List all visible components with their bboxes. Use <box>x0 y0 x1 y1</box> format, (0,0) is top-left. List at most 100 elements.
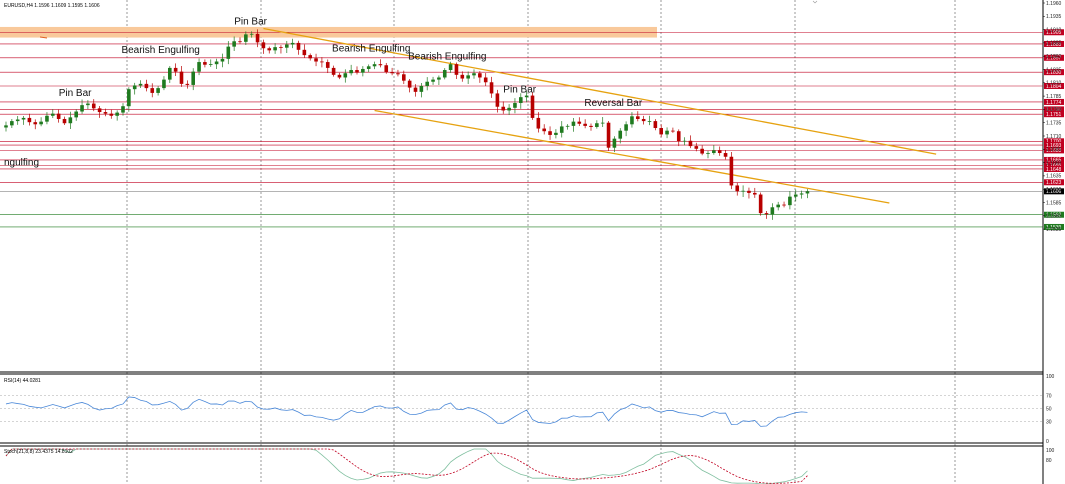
candle-body <box>712 150 716 154</box>
candle-body <box>249 33 254 35</box>
candle-body <box>472 73 476 76</box>
candle-body <box>127 89 131 107</box>
level-tag-label-17: 1.1539 <box>1046 225 1062 231</box>
level-tag-9 <box>1044 142 1064 149</box>
level-tag-16 <box>1044 211 1064 218</box>
level-tag-3 <box>1044 69 1064 76</box>
candle-body <box>109 113 114 116</box>
price-tick-label-8: 1.1760 <box>1046 107 1062 113</box>
level-tag-label-14: 1.1623 <box>1046 180 1062 186</box>
candle-body <box>343 73 348 78</box>
price-tick-label-15: 1.1585 <box>1046 200 1062 206</box>
candle-body <box>361 68 365 73</box>
level-tag-15 <box>1044 188 1064 195</box>
candle-body <box>331 67 336 75</box>
cursor-mark <box>812 0 818 4</box>
candle-body <box>501 106 506 111</box>
candle-body <box>571 121 576 126</box>
candle-body <box>261 42 266 49</box>
candle-body <box>671 130 675 132</box>
candle-body <box>168 67 172 80</box>
candle-body <box>325 62 330 68</box>
candle-body <box>238 41 242 43</box>
level-tag-label-6: 1.1760 <box>1046 107 1062 113</box>
candle-body <box>682 140 687 142</box>
candle-body <box>214 61 219 65</box>
rsi-tick-4: 0 <box>1046 439 1049 445</box>
candle-body <box>384 65 389 73</box>
price-tick-label-14: 1.1610 <box>1046 187 1062 193</box>
candle-body <box>536 117 541 129</box>
level-tag-5 <box>1044 98 1064 105</box>
candle-body <box>770 207 775 215</box>
level-tag-label-3: 1.1830 <box>1046 70 1062 76</box>
candle-body <box>191 71 195 85</box>
channel-line-upper <box>263 27 937 155</box>
pattern-labels: Pin Bar Bearish Engulfing Pin Bar Bearish E… <box>4 16 643 168</box>
level-tag-label-5: 1.1774 <box>1046 100 1062 106</box>
pattern-label-2: Pin Bar <box>234 16 267 27</box>
rsi-tick-1: 70 <box>1046 394 1052 400</box>
candle-body <box>74 111 78 118</box>
level-tag-0 <box>1044 29 1064 36</box>
candle-body <box>595 123 599 127</box>
candle-body <box>314 58 318 62</box>
candle-body <box>554 132 558 135</box>
stoch-signal-line <box>5 448 808 484</box>
candle-body <box>799 193 804 195</box>
candle-body <box>489 82 494 94</box>
candle-body <box>413 87 418 92</box>
candle-body <box>232 41 236 47</box>
candle-body <box>244 34 248 42</box>
stoch-label: Stoch(21,8,8) 23.4375 14.8102 <box>4 449 73 455</box>
candle-body <box>700 148 704 154</box>
candle-body <box>68 117 73 124</box>
candle-body <box>741 190 745 192</box>
level-tag-17 <box>1044 223 1064 230</box>
price-tick-label-7: 1.1785 <box>1046 94 1062 100</box>
candle-body <box>606 122 611 148</box>
candle-body <box>542 128 546 132</box>
level-tag-label-15: 1.1606 <box>1046 189 1062 195</box>
level-tag-14 <box>1044 179 1064 186</box>
candle-body <box>138 83 143 86</box>
candle-body <box>402 74 406 81</box>
chart-header: EURUSD,H4 1.1596 1.1609 1.1595 1.1606 <box>4 3 100 9</box>
candle-body <box>653 121 658 129</box>
rsi-panel: 100 70 50 30 0 <box>0 374 1055 445</box>
candle-body <box>267 48 272 51</box>
candle-body <box>208 64 213 65</box>
candle-body <box>203 62 207 65</box>
pattern-label-1: Bearish Engulfing <box>121 45 199 56</box>
level-tag-11 <box>1044 156 1064 163</box>
candle-body <box>454 64 459 75</box>
candle-body <box>764 213 769 215</box>
candle-body <box>103 112 108 114</box>
pattern-label-4: Bearish Engulfing <box>408 51 486 62</box>
level-tag-8 <box>1044 138 1064 145</box>
candle-body <box>723 153 728 157</box>
level-tag-4 <box>1044 82 1064 89</box>
level-tag-label-2: 1.1857 <box>1046 56 1062 62</box>
candle-body <box>378 64 383 66</box>
price-channel <box>263 27 937 204</box>
candle-body <box>179 71 184 84</box>
candle-body <box>45 115 49 122</box>
rsi-line <box>5 396 808 427</box>
candle-body <box>747 190 751 193</box>
candle-body <box>162 79 166 89</box>
candle-body <box>396 73 400 75</box>
candle-body <box>390 72 394 74</box>
candle-body <box>425 81 429 86</box>
candle-body <box>407 80 412 88</box>
candle-body <box>483 77 488 83</box>
candle-body <box>220 58 225 62</box>
candle-body <box>4 125 8 128</box>
candle-body <box>548 131 552 135</box>
price-tick-label-4: 1.1860 <box>1046 54 1062 60</box>
candle-body <box>788 196 792 206</box>
level-tag-label-10: 1.1683 <box>1046 148 1062 154</box>
candle-body <box>641 118 646 122</box>
candle-body <box>349 70 353 74</box>
stochastic-panel: 100 80 <box>5 448 1055 484</box>
